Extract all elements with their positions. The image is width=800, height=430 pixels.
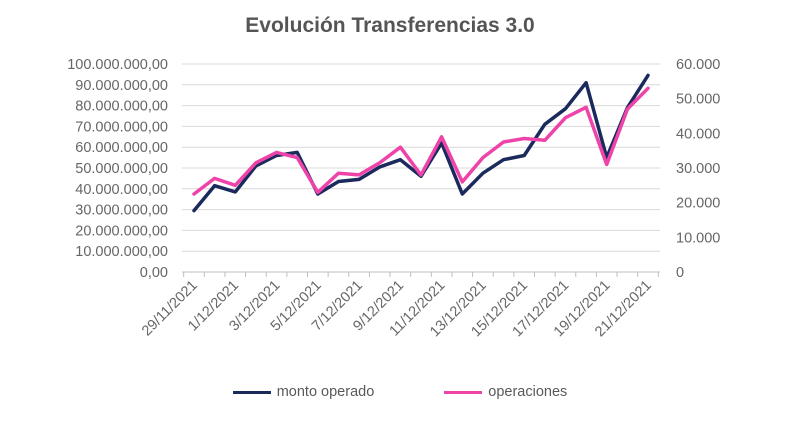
series-line-monto-operado [192,73,650,213]
y-left-tick-label: 100.000.000,00 [67,57,168,73]
legend-label-operaciones: operaciones [488,384,568,400]
y-left-tick-label: 0,00 [140,265,168,281]
y-right-tick-label: 30.000 [676,161,720,177]
y-left-tick-label: 60.000.000,00 [75,140,168,156]
y-left-tick-label: 70.000.000,00 [75,119,168,135]
y-left-tick-label: 40.000.000,00 [75,182,168,198]
y-right-tick-label: 50.000 [676,92,720,108]
y-right-tick-label: 40.000 [676,126,720,142]
legend: monto operado operaciones [0,384,800,400]
y-right-tick-label: 10.000 [676,230,720,246]
series-line-operaciones [192,86,650,196]
y-right-tick-label: 20.000 [676,196,720,212]
y-right-tick-label: 0 [676,265,684,281]
y-left-tick-label: 90.000.000,00 [75,78,168,94]
chart-title: Evolución Transferencias 3.0 [245,14,535,37]
y-left-tick-label: 20.000.000,00 [75,223,168,239]
y-left-tick-label: 10.000.000,00 [75,244,168,260]
legend-label-monto: monto operado [276,384,375,400]
legend-swatch-monto [232,390,271,394]
plot-area: 0,00 10.000.000,00 20.000.000,00 30.000.000… [67,57,720,340]
y-left-tick-label: 30.000.000,00 [75,203,168,219]
legend-swatch-operaciones [444,390,483,394]
legend-item-monto: monto operado [232,384,375,400]
y-right-tick-label: 60.000 [676,57,720,73]
y-left-tick-label: 80.000.000,00 [75,99,168,115]
y-left-tick-label: 50.000.000,00 [75,161,168,177]
legend-item-operaciones: operaciones [444,384,567,400]
